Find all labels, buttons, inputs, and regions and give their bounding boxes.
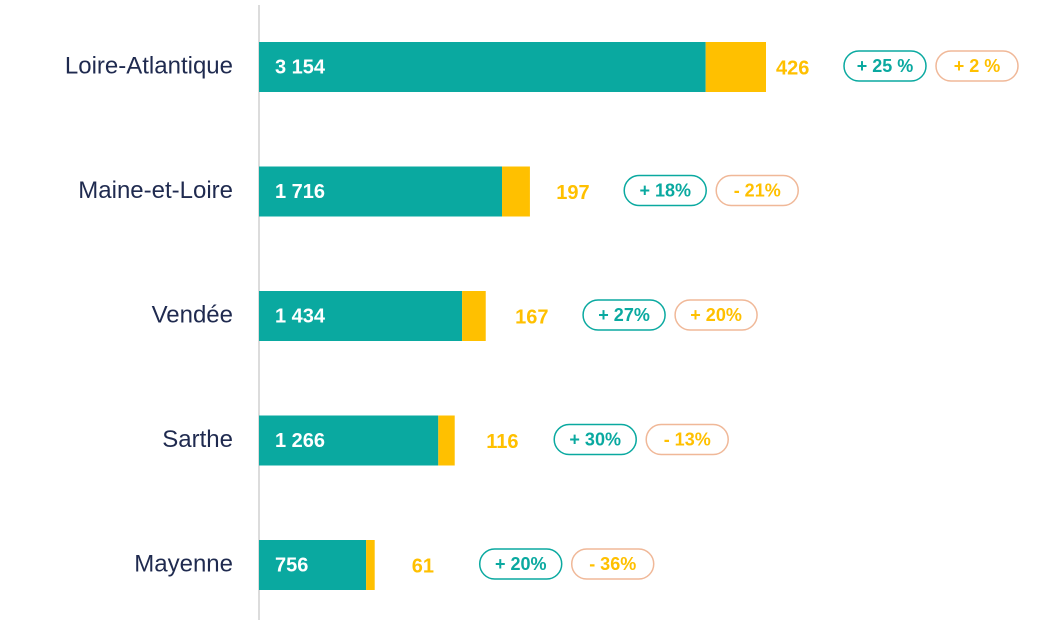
change-pill: [674, 299, 758, 331]
bar: [259, 540, 367, 590]
change-label: + 2 %: [954, 56, 1001, 76]
change-label: + 18%: [639, 180, 691, 200]
change-pill: [645, 423, 729, 456]
change-label: - 36%: [589, 554, 636, 574]
change-pill: [478, 548, 563, 580]
category-label: Loire-Atlantique: [65, 52, 233, 79]
bar: [502, 166, 530, 217]
change-pill: [570, 548, 655, 580]
bar: [705, 42, 766, 92]
change-label: + 20%: [690, 305, 742, 325]
category-label: Sarthe: [162, 426, 233, 453]
bar: [259, 42, 706, 92]
bar: [259, 166, 503, 217]
value-label: 1 434: [275, 305, 326, 327]
change-pill: [843, 50, 927, 82]
value-label: 426: [776, 57, 809, 79]
change-pill: [715, 174, 799, 207]
change-pill: [553, 423, 637, 456]
change-pill: [623, 174, 707, 207]
change-label: - 21%: [734, 180, 781, 200]
bar: [462, 291, 486, 341]
category-label: Mayenne: [134, 550, 233, 577]
value-label: 116: [486, 431, 518, 453]
bar: [259, 291, 463, 341]
change-label: + 27%: [598, 305, 650, 325]
value-label: 61: [412, 555, 434, 577]
value-label: 756: [275, 554, 308, 576]
bar: [366, 540, 375, 590]
change-label: + 30%: [569, 429, 621, 449]
category-label: Vendée: [152, 301, 233, 328]
value-label: 1 716: [275, 181, 325, 203]
change-label: - 13%: [664, 429, 711, 449]
change-pill: [582, 299, 666, 331]
change-label: + 25 %: [857, 56, 914, 76]
bar: [438, 415, 455, 466]
category-label: Maine-et-Loire: [78, 177, 233, 204]
change-label: + 20%: [495, 554, 547, 574]
value-label: 3 154: [275, 56, 326, 78]
value-label: 1 266: [275, 430, 325, 452]
change-pill: [935, 50, 1019, 82]
value-label: 167: [515, 306, 548, 328]
value-label: 197: [556, 182, 589, 204]
bar: [259, 415, 439, 466]
